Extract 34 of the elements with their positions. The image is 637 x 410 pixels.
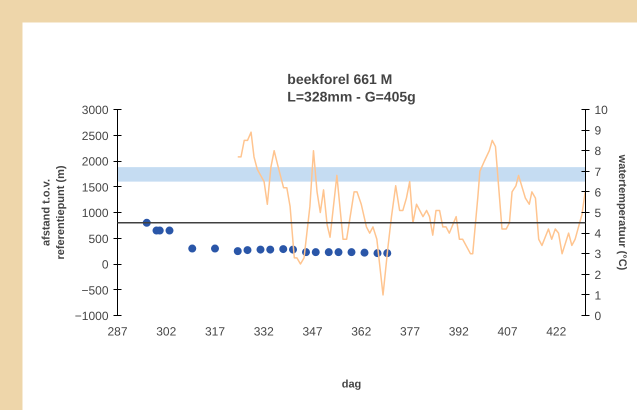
x-tick-label: 362 [351,324,372,338]
y-tick-label: 1000 [82,206,109,220]
x-tick-label: 347 [302,324,323,338]
y-tick-label: 0 [102,258,109,272]
x-tick-label: 377 [400,324,420,338]
chart-title: beekforel 661 M L=328mm - G=405g [287,70,416,104]
x-tick-label: 302 [156,324,177,338]
y-tick-label: −1000 [74,309,109,323]
y2-tick-label: 8 [594,144,602,158]
y2-tick-label: 2 [594,268,602,282]
x-axis-title: dag [342,378,362,390]
x-tick-label: 407 [497,324,518,338]
x-tick-label: 317 [204,324,226,338]
y2-tick-label: 4 [594,226,602,241]
y2-tick-label: 10 [594,103,608,117]
y2-tick-label: 0 [594,309,602,323]
y-tick-label: 2500 [82,128,109,143]
y2-tick-label: 1 [594,288,602,302]
y2-tick-label: 6 [594,185,602,200]
x-tick-label: 332 [254,324,274,338]
y2-tick-label: 3 [594,247,602,262]
y-tick-label: −500 [81,283,109,298]
y-tick-label: 2000 [82,154,109,168]
x-tick-label: 422 [546,324,567,338]
y-tick-label: 3000 [82,103,109,117]
y2-tick-label: 5 [594,206,602,220]
y2-tick-label: 9 [594,124,602,138]
x-tick-label: 392 [448,324,470,338]
x-tick-label: 287 [107,324,128,338]
y-tick-label: 1500 [82,180,109,194]
y-tick-label: 500 [88,232,109,246]
y-axis-title: afstand t.o.v. referentiepunt (m) [40,165,67,260]
y2-axis-title: watertemperatuur (°C) [616,154,628,271]
y2-tick-label: 7 [594,164,602,179]
